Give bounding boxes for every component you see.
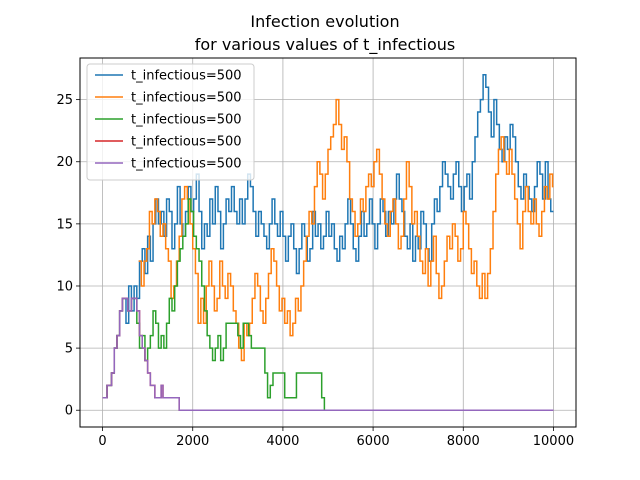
plot-frame xyxy=(79,57,577,428)
x-tick-label: 0 xyxy=(98,434,106,449)
legend-label-1: t_infectious=500 xyxy=(131,69,242,84)
y-tick-label: 20 xyxy=(56,155,73,170)
series-line-3 xyxy=(102,198,554,411)
legend-label-4: t_infectious=500 xyxy=(131,135,242,150)
x-tick-label: 4000 xyxy=(266,434,299,449)
y-tick-label: 25 xyxy=(56,93,73,108)
legend-label-2: t_infectious=500 xyxy=(131,91,242,106)
series-line-5 xyxy=(102,297,554,411)
y-tick-label: 15 xyxy=(56,217,73,232)
series-group xyxy=(102,74,554,411)
legend-label-3: t_infectious=500 xyxy=(131,113,242,128)
y-axis: 0 5 10 15 20 25 xyxy=(56,93,80,419)
x-axis: 0 2000 4000 6000 8000 10000 xyxy=(98,427,574,449)
series-line-4 xyxy=(102,297,554,411)
x-tick-label: 6000 xyxy=(357,434,390,449)
x-tick-label: 2000 xyxy=(176,434,209,449)
x-tick-label: 10000 xyxy=(533,434,574,449)
legend-frame xyxy=(86,63,255,181)
chart-subtitle: for various values of t_infectious xyxy=(195,35,455,55)
series-line-2 xyxy=(138,98,554,362)
legend: t_infectious=500 t_infectious=500 t_infect… xyxy=(86,63,255,181)
y-tick-label: 5 xyxy=(65,342,73,357)
chart-title: Infection evolution xyxy=(250,12,399,31)
legend-label-5: t_infectious=500 xyxy=(131,157,242,172)
x-tick-label: 8000 xyxy=(447,434,480,449)
y-tick-label: 0 xyxy=(65,404,73,419)
y-tick-label: 10 xyxy=(56,279,73,294)
